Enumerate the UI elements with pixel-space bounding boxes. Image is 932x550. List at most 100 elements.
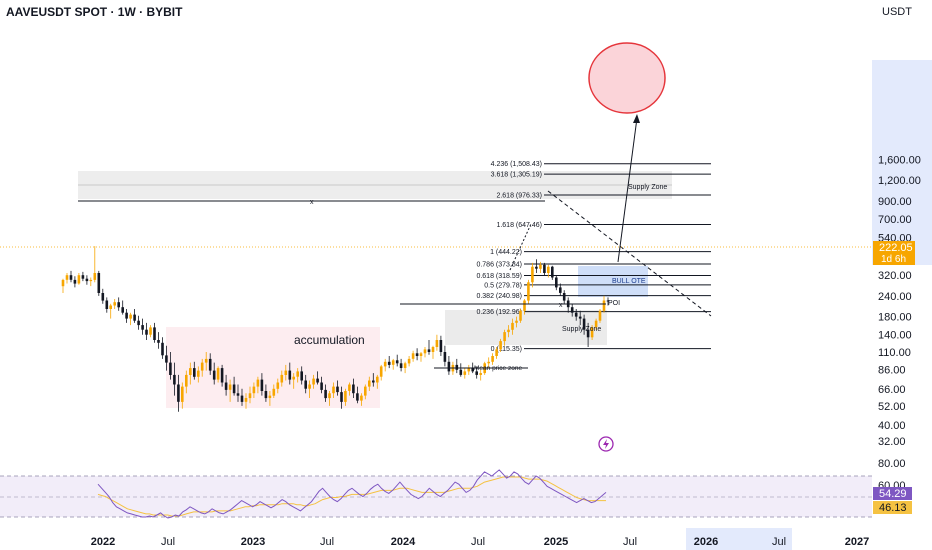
candle-body [93, 273, 97, 280]
candle-body [232, 384, 236, 394]
fib-level-label: 0.382 (240.98) [476, 293, 522, 300]
candle-body [220, 368, 224, 383]
symbol-title[interactable]: AAVEUSDT SPOT · 1W · BYBIT [6, 5, 183, 19]
candle-body [145, 329, 148, 335]
candle-body [284, 370, 288, 375]
candle-body [340, 392, 343, 402]
candle-body [296, 371, 299, 377]
y-tick-label: 86.00 [878, 365, 906, 377]
candle-body [551, 266, 554, 278]
svg-text:222.05: 222.05 [879, 242, 913, 254]
x-tick-label: 2026 [694, 536, 718, 548]
fib-level-label: 2.618 (976.33) [496, 193, 542, 200]
candle-body [260, 379, 264, 391]
x-tick-label: Jul [471, 536, 485, 548]
x-tick-label: 2025 [544, 536, 568, 548]
candle-body [161, 342, 164, 356]
price-axis[interactable]: 1,600.001,200.00900.00700.00540.00420.00… [878, 155, 921, 448]
time-axis[interactable]: 2022 Jul 2023 Jul 2024 Jul 2025 Jul 2026 Jul 2027 [91, 536, 869, 548]
candlestick-series [61, 246, 610, 412]
candle-body [169, 362, 172, 375]
candle-body [471, 368, 474, 372]
candle-body [348, 384, 351, 391]
svg-text:46.13: 46.13 [879, 502, 907, 514]
candle-body [598, 310, 602, 321]
candle-body [308, 384, 311, 389]
descending-trendline [547, 190, 712, 317]
candle-body [101, 293, 105, 301]
y-tick-label: 140.00 [878, 330, 912, 342]
rsi-ma-value-badge: 46.13 [873, 501, 912, 514]
fib-anchor-dotted [509, 223, 532, 271]
candle-body [312, 378, 315, 385]
candle-body [256, 379, 260, 387]
candle-body [511, 322, 514, 330]
candle-body [208, 358, 212, 371]
candle-body [578, 316, 582, 319]
candle-body [590, 327, 594, 338]
candle-body [507, 329, 510, 333]
candle-body [606, 300, 610, 302]
mean-price-label: Mean price zone [474, 365, 522, 372]
candle-body [487, 361, 490, 364]
candle-body [197, 370, 200, 377]
candle-body [185, 374, 188, 387]
candle-body [320, 382, 323, 390]
candle-body [435, 340, 439, 347]
candle-body [547, 266, 550, 273]
candle-body [543, 264, 546, 273]
currency-label[interactable]: USDT [882, 6, 912, 18]
candle-body [280, 374, 284, 383]
candle-body [288, 370, 292, 380]
candle-body [181, 386, 184, 402]
candle-body [328, 393, 331, 399]
rsi-ma-line [97, 476, 606, 517]
candle-body [443, 352, 447, 362]
x-marker-poi: x [559, 302, 563, 309]
rsi-band [0, 476, 872, 517]
candle-body [515, 320, 518, 323]
fib-level-label: 0.786 (373.84) [476, 262, 522, 269]
fib-level-label: 0.236 (192.96) [476, 309, 522, 316]
svg-text:1d 6h: 1d 6h [881, 254, 906, 265]
candle-body [204, 358, 208, 363]
candle-body [165, 355, 168, 363]
candle-body [141, 325, 144, 330]
fib-level-label: 1.618 (647.46) [496, 222, 542, 229]
candle-body [81, 275, 85, 279]
rsi-value-badge: 54.29 [873, 487, 912, 500]
y-tick-label: 1,200.00 [878, 175, 921, 187]
candle-body [177, 384, 180, 402]
time-scale-highlight [686, 528, 792, 550]
current-price-badge: 222.05 1d 6h [873, 241, 915, 265]
candle-body [467, 368, 471, 372]
x-tick-label: Jul [320, 536, 334, 548]
y-tick-label: 1,600.00 [878, 155, 921, 167]
candle-body [105, 300, 109, 309]
candle-body [352, 384, 355, 394]
candle-body [200, 362, 204, 371]
candle-body [376, 376, 379, 383]
lightning-icon[interactable] [598, 436, 614, 452]
x-marker-top: x [310, 199, 314, 206]
candle-body [149, 327, 152, 335]
x-tick-label: 2027 [845, 536, 869, 548]
candle-body [419, 353, 423, 356]
candle-body [153, 327, 156, 340]
candle-body [364, 386, 367, 396]
candle-body [439, 340, 443, 352]
candle-body [121, 307, 124, 313]
candle-body [387, 361, 391, 365]
projection-arrow [617, 117, 638, 263]
candle-body [85, 278, 89, 282]
candle-body [276, 382, 280, 389]
candle-body [212, 370, 216, 380]
supply-zone-bottom-label: Supply Zone [562, 326, 601, 333]
candle-body [555, 277, 558, 288]
candle-body [292, 376, 295, 380]
supply-zone-top-label: Supply Zone [628, 184, 667, 191]
candle-body [193, 368, 196, 377]
candle-body [395, 360, 399, 364]
candle-body [602, 300, 606, 311]
